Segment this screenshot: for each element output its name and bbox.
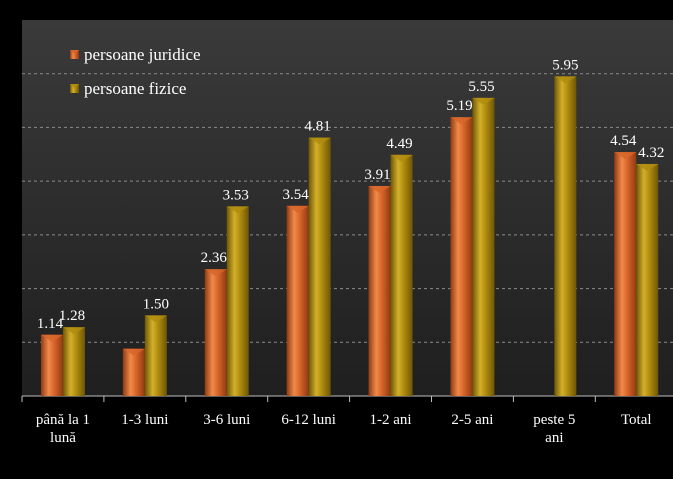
- bar-persoane-fizice: [308, 137, 331, 397]
- legend-item-persoane-fizice: persoane fizice: [70, 79, 186, 98]
- bar-body: [636, 163, 659, 396]
- data-label: 4.54: [610, 133, 637, 149]
- bar-body: [40, 334, 63, 396]
- x-tick-label: 2-5 ani: [451, 412, 493, 428]
- legend-swatch: [70, 84, 79, 93]
- bar-bevel: [62, 327, 85, 335]
- bar-body: [450, 117, 473, 397]
- x-tick-label: Total: [621, 412, 652, 428]
- bar-persoane-juridice: [204, 269, 227, 396]
- data-label: 3.53: [223, 187, 249, 203]
- data-label: 3.54: [283, 187, 310, 203]
- bar-bevel: [122, 348, 145, 356]
- x-tick-label: 6-12 luni: [281, 412, 336, 428]
- bar-persoane-juridice: [286, 205, 309, 396]
- data-label: 5.19: [446, 98, 472, 114]
- legend-label: persoane fizice: [84, 79, 186, 98]
- bar-body: [226, 206, 249, 396]
- bar-body: [614, 152, 637, 396]
- bar-bevel: [390, 154, 413, 162]
- bar-bevel: [40, 334, 63, 342]
- data-label: 1.28: [59, 308, 85, 324]
- bar-body: [122, 348, 145, 396]
- bar-bevel: [368, 185, 391, 193]
- bar-persoane-fizice: [636, 163, 659, 396]
- bar-persoane-fizice: [226, 206, 249, 396]
- x-tick-label: 3-6 luni: [203, 412, 250, 428]
- bar-body: [62, 327, 85, 396]
- data-label: 5.95: [552, 57, 578, 73]
- bar-bevel: [308, 137, 331, 145]
- data-label: 1.50: [143, 296, 169, 312]
- bar-body: [368, 185, 391, 396]
- legend-swatch: [70, 50, 79, 59]
- x-tick-label: până la 1 lună: [36, 412, 90, 446]
- data-label: 2.36: [201, 250, 228, 266]
- bar-persoane-fizice: [472, 97, 495, 396]
- bar-persoane-fizice: [144, 315, 167, 396]
- bar-persoane-juridice: [368, 185, 391, 396]
- x-tick-label: 1-2 ani: [370, 412, 412, 428]
- data-label: 1.14: [37, 316, 64, 332]
- bar-bevel: [472, 97, 495, 105]
- data-label: 4.49: [386, 136, 412, 152]
- bar-body: [554, 76, 577, 397]
- bar-bevel: [450, 117, 473, 125]
- bar-body: [204, 269, 227, 396]
- bar-bevel: [554, 76, 577, 84]
- data-label: 4.32: [638, 145, 664, 161]
- bar-body: [286, 205, 309, 396]
- x-tick-label: peste 5 ani: [533, 412, 575, 446]
- data-label: 4.81: [305, 119, 331, 135]
- bar-body: [472, 97, 495, 396]
- bar-persoane-juridice: [450, 117, 473, 397]
- bar-persoane-fizice: [62, 327, 85, 396]
- bar-persoane-juridice: [122, 348, 145, 396]
- data-label: 3.91: [364, 167, 390, 183]
- bar-body: [308, 137, 331, 397]
- data-label: 5.55: [468, 79, 494, 95]
- bar-bevel: [204, 269, 227, 277]
- bar-bevel: [636, 163, 659, 171]
- bar-bevel: [286, 205, 309, 213]
- bar-bevel: [614, 152, 637, 160]
- legend-swatch-bevel: [70, 50, 79, 54]
- legend-swatch-bevel: [70, 84, 79, 88]
- bar-persoane-fizice: [390, 154, 413, 396]
- x-tick-label: 1-3 luni: [121, 412, 168, 428]
- bar-persoane-fizice: [554, 76, 577, 397]
- bar-persoane-juridice: [40, 334, 63, 396]
- bar-body: [144, 315, 167, 396]
- legend-item-persoane-juridice: persoane juridice: [70, 45, 201, 64]
- legend-label: persoane juridice: [84, 45, 201, 64]
- bar-body: [390, 154, 413, 396]
- bar-bevel: [144, 315, 167, 323]
- bar-persoane-juridice: [614, 152, 637, 396]
- bar-bevel: [226, 206, 249, 214]
